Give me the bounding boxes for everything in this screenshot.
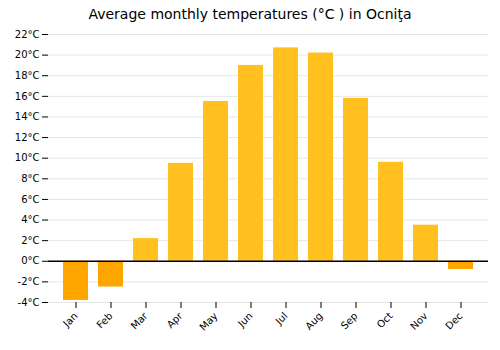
svg-text:4°C: 4°C [21, 214, 39, 225]
svg-text:12°C: 12°C [15, 132, 40, 143]
svg-text:22°C: 22°C [15, 29, 40, 40]
svg-text:Oct: Oct [375, 310, 395, 330]
svg-text:Nov: Nov [408, 310, 430, 332]
svg-text:Sep: Sep [339, 310, 360, 331]
svg-text:10°C: 10°C [15, 152, 40, 163]
svg-text:May: May [197, 310, 219, 332]
svg-text:Apr: Apr [165, 310, 186, 331]
svg-text:18°C: 18°C [15, 70, 40, 81]
svg-text:8°C: 8°C [21, 173, 39, 184]
svg-text:Jun: Jun [235, 310, 255, 330]
svg-text:-4°C: -4°C [18, 297, 40, 308]
svg-text:20°C: 20°C [15, 49, 40, 60]
svg-text:16°C: 16°C [15, 91, 40, 102]
svg-text:Jul: Jul [273, 310, 290, 327]
svg-text:Feb: Feb [94, 310, 114, 330]
svg-text:-2°C: -2°C [18, 276, 40, 287]
svg-text:0°C: 0°C [21, 255, 39, 266]
svg-text:14°C: 14°C [15, 111, 40, 122]
svg-text:Jan: Jan [60, 310, 79, 329]
svg-text:6°C: 6°C [21, 194, 39, 205]
svg-text:Aug: Aug [303, 310, 325, 332]
svg-text:Mar: Mar [129, 310, 151, 332]
html-text:Average monthly temperatures (: Average monthly temperatures (°C ) in Oc… [88, 6, 412, 22]
svg-text:Dec: Dec [443, 310, 464, 331]
svg-text:2°C: 2°C [21, 235, 39, 246]
